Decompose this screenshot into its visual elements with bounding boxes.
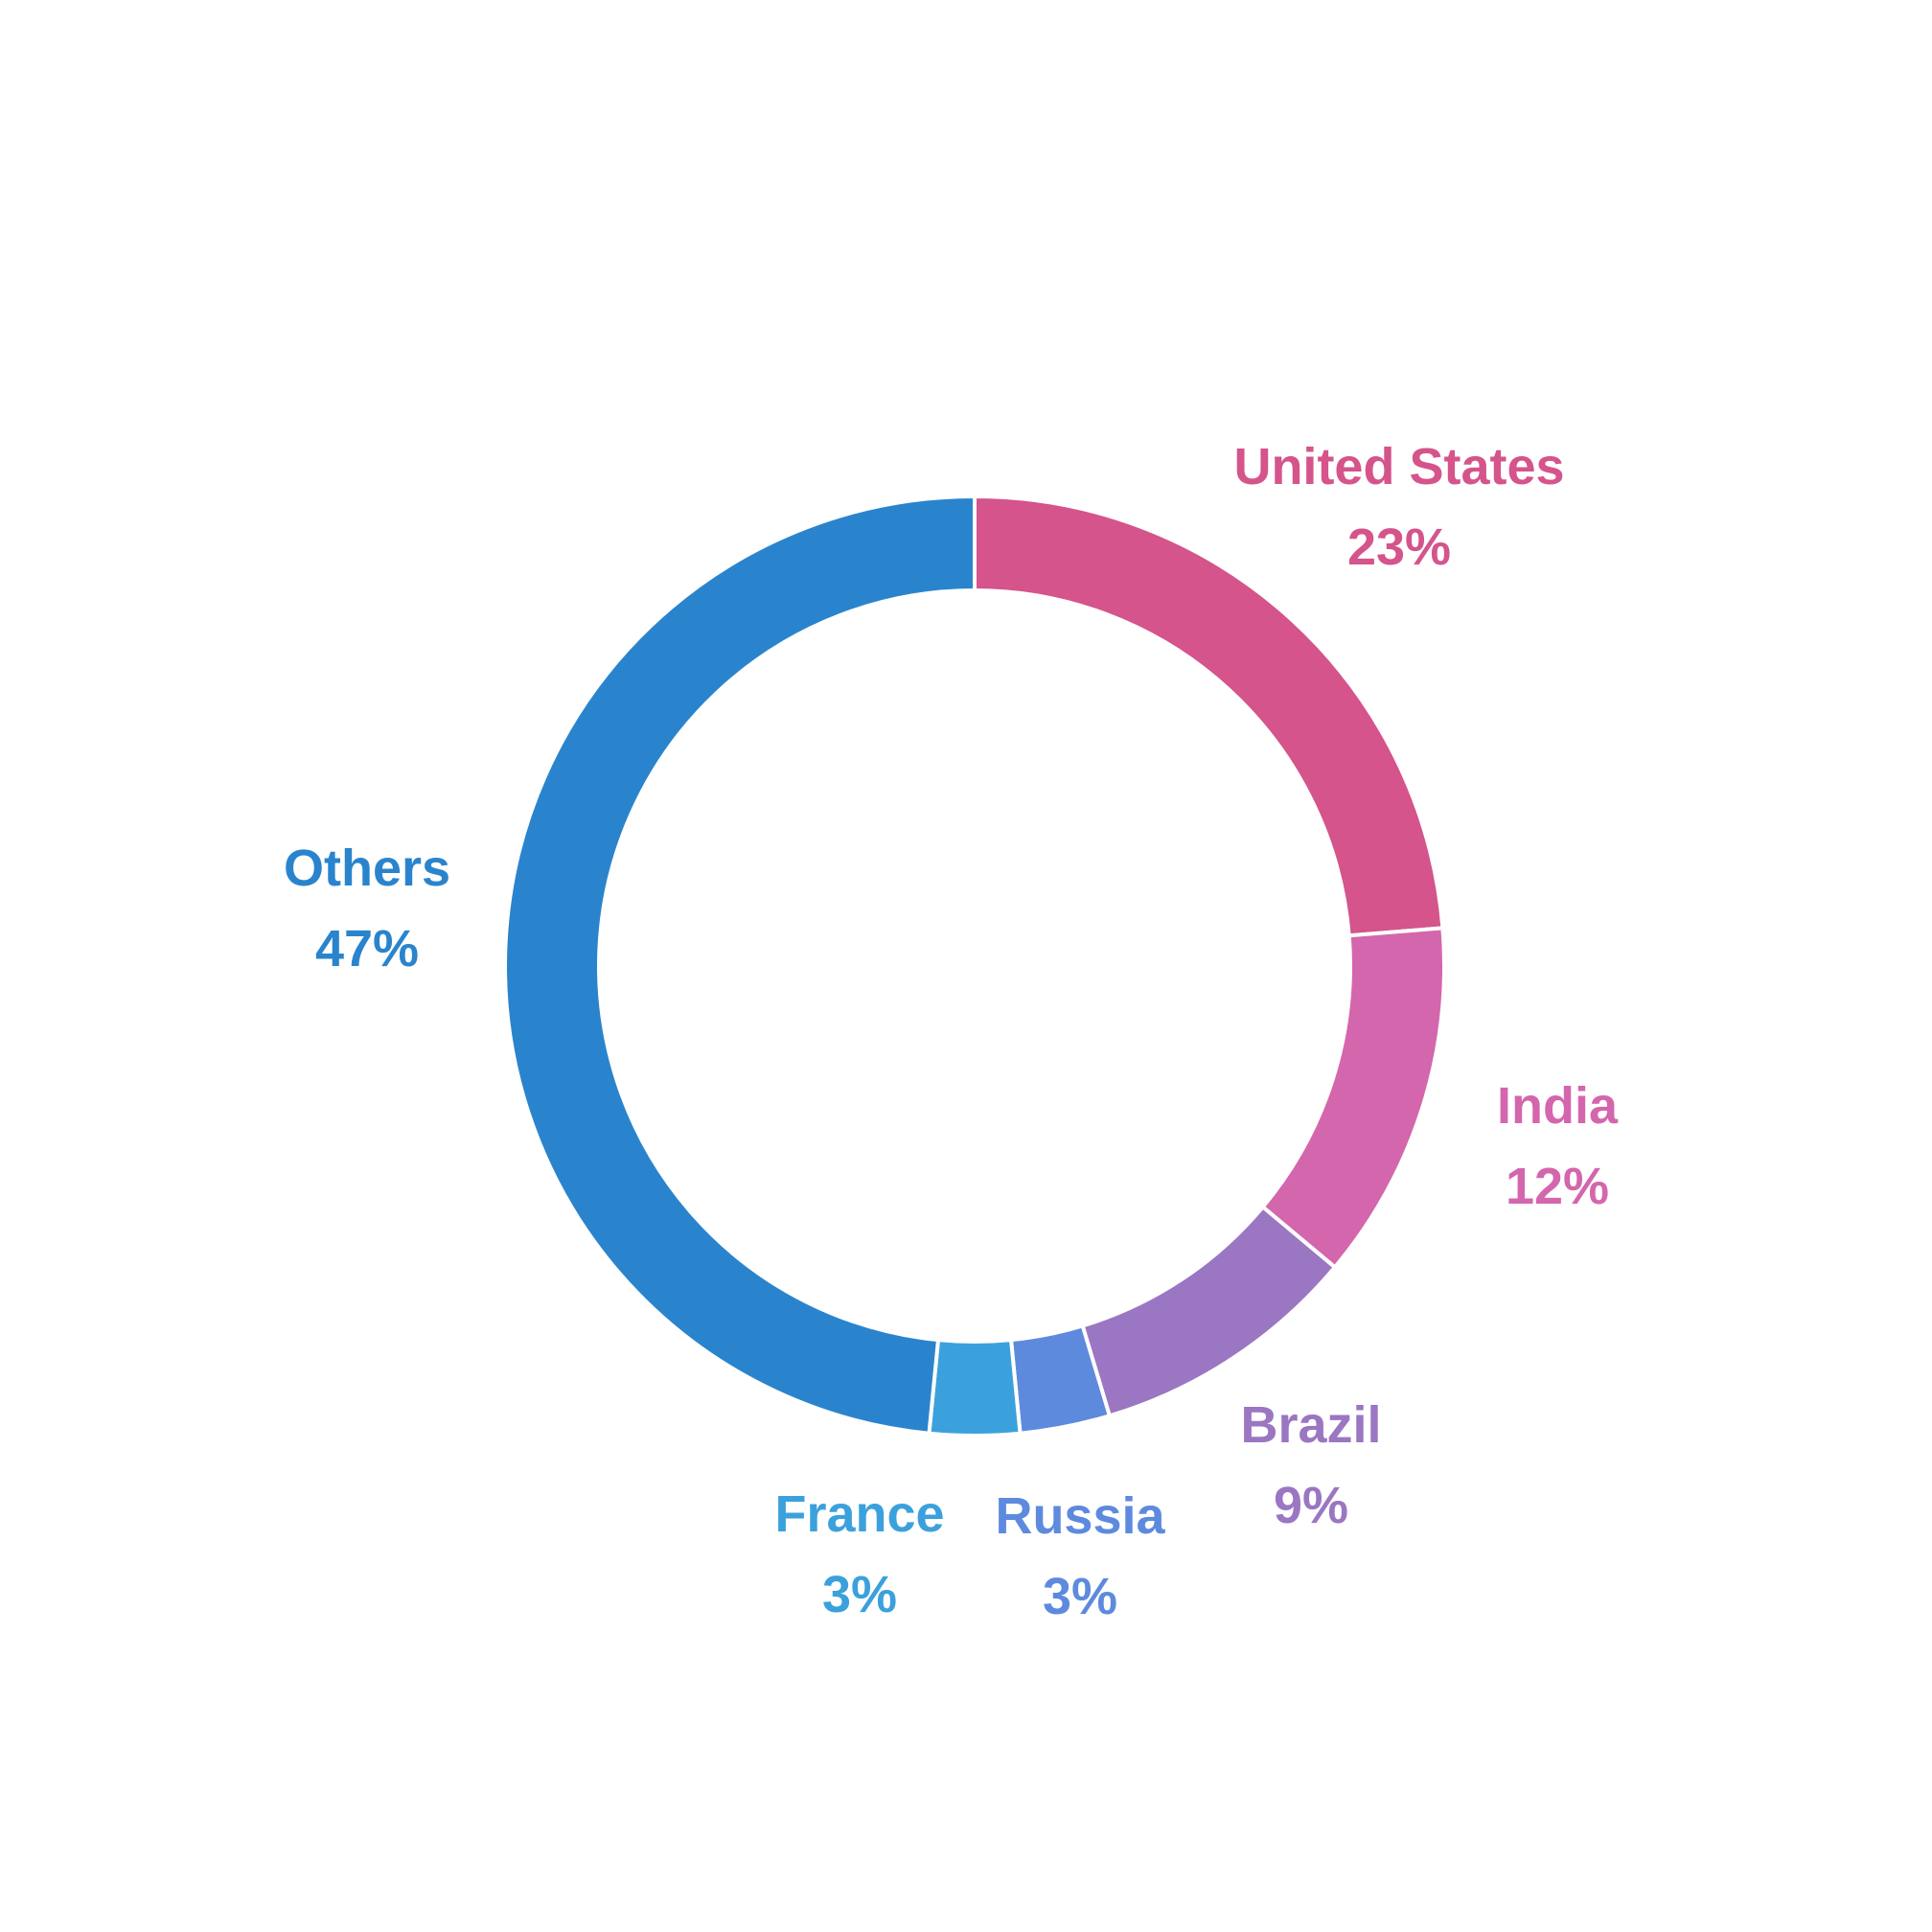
slice-value-brazil: 9% [1274,1477,1348,1534]
slice-labels: United States 23% India 12% Brazil 9% Russia 3%… [284,438,1619,1625]
slice-label-france: France [774,1485,944,1543]
slice-france[interactable] [927,1337,1023,1438]
slice-label-others: Others [284,840,450,897]
slice-label-united-states: United States [1233,438,1564,495]
slice-label-india: India [1497,1077,1619,1135]
slice-value-france: 3% [822,1566,897,1623]
donut-slices [503,494,1446,1438]
slice-value-india: 12% [1506,1158,1609,1215]
slice-value-united-states: 23% [1347,518,1451,576]
slice-brazil[interactable] [1080,1204,1338,1418]
slice-label-russia: Russia [995,1487,1165,1545]
slice-label-brazil: Brazil [1240,1396,1381,1454]
slice-others[interactable] [503,494,977,1436]
slice-india[interactable] [1259,926,1446,1271]
slice-value-russia: 3% [1043,1568,1117,1625]
slice-value-others: 47% [315,920,419,978]
